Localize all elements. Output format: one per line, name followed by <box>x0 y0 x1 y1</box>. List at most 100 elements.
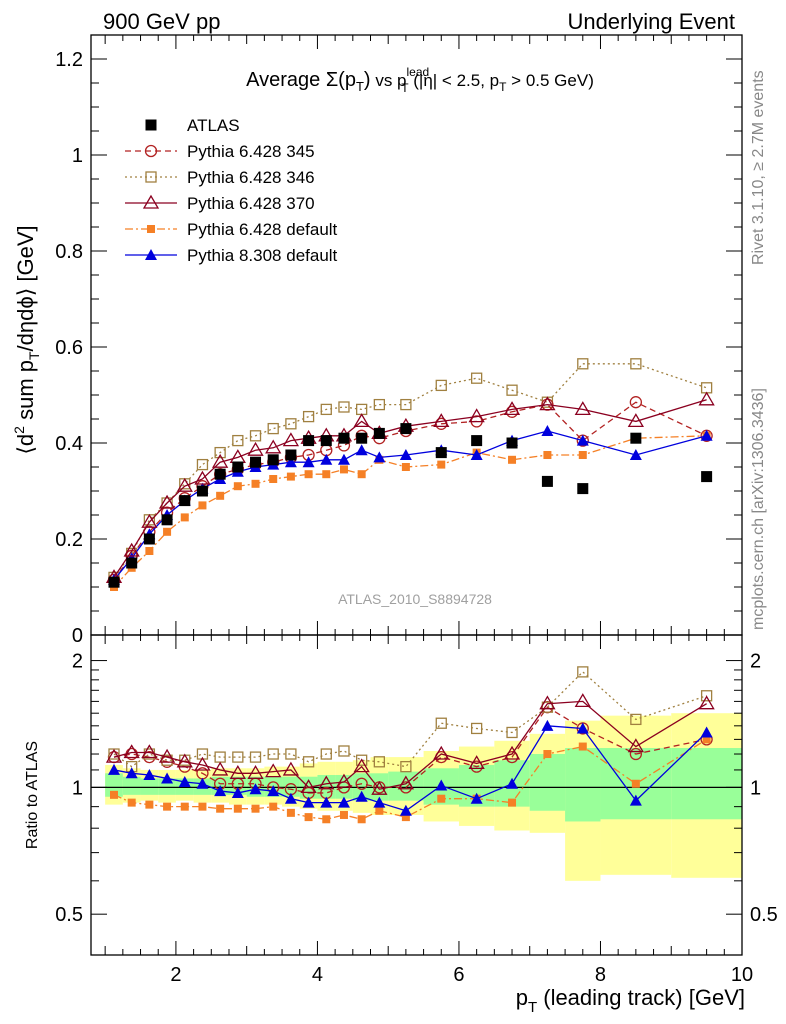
ratio-point-pythia-6-428-370 <box>353 758 370 773</box>
main-ylabel: ⟨d2 sum pT/dηdϕ⟩ [GeV] <box>11 225 42 454</box>
main-point-atlas <box>179 495 191 507</box>
main-point-pythia-8-308-default <box>355 444 368 456</box>
svg-text:⟨d2 sum pT/dηdϕ⟩ [GeV]: ⟨d2 sum pT/dηdϕ⟩ [GeV] <box>11 225 42 454</box>
legend-label-pythia-6-428-370: Pythia 6.428 370 <box>187 194 315 213</box>
ratio-point-pythia-6-428-346 <box>435 717 447 729</box>
ratio-point-pythia-6-428-370 <box>503 745 521 760</box>
legend-marker-pythia-6-428-346 <box>145 171 157 183</box>
ratio-point-pythia-8-308-default <box>629 794 642 806</box>
ratio-point-pythia-6-428-370 <box>158 748 176 763</box>
ratio-point-pythia-6-428-370 <box>371 780 388 795</box>
main-point-pythia-8-308-default <box>700 429 713 441</box>
header-left: 900 GeV pp <box>103 9 220 34</box>
ratio-y-tick-label-right: 2 <box>750 651 761 673</box>
mcplots-label: mcplots.cern.ch [arXiv:1306.3436] <box>750 388 767 630</box>
main-point-pythia-6-428-346 <box>232 434 244 447</box>
ratio-point-pythia-6-428-default <box>631 779 640 788</box>
ratio-point-pythia-6-428-346 <box>373 756 386 768</box>
ratio-point-pythia-6-428-370 <box>574 693 591 708</box>
legend-marker-atlas <box>145 119 157 131</box>
ratio-point-pythia-8-308-default <box>302 796 315 808</box>
main-point-pythia-8-308-default <box>373 451 386 463</box>
main-point-pythia-6-428-default <box>357 470 366 479</box>
main-point-atlas <box>435 447 447 459</box>
ratio-point-pythia-6-428-370 <box>539 695 556 710</box>
main-point-atlas <box>320 435 332 447</box>
ratio-line-pythia-6-428-345 <box>113 706 707 794</box>
main-point-pythia-6-428-370 <box>539 396 556 411</box>
ratio-point-pythia-6-428-370 <box>105 748 123 763</box>
main-point-atlas <box>506 437 518 449</box>
main-point-pythia-6-428-default <box>322 470 331 479</box>
main-point-atlas <box>232 461 244 473</box>
main-point-pythia-6-428-default <box>304 470 313 479</box>
ratio-point-pythia-6-428-default <box>233 804 242 813</box>
ratio-point-pythia-8-308-default <box>337 796 350 808</box>
ratio-point-pythia-6-428-default <box>163 802 172 811</box>
ratio-point-pythia-8-308-default <box>506 777 519 789</box>
main-point-pythia-6-428-346 <box>338 401 350 413</box>
ratio-point-pythia-6-428-370 <box>698 695 715 710</box>
main-point-pythia-8-308-default <box>302 456 315 468</box>
main-point-pythia-6-428-346 <box>700 382 713 394</box>
main-point-pythia-6-428-370 <box>229 449 246 464</box>
main-point-pythia-6-428-346 <box>214 446 226 459</box>
main-point-pythia-8-308-default <box>337 453 350 465</box>
ratio-point-pythia-6-428-346 <box>577 666 589 678</box>
ratio-point-pythia-6-428-346 <box>267 748 279 760</box>
main-point-pythia-6-428-370 <box>627 413 644 428</box>
ratio-point-pythia-8-308-default <box>178 775 191 787</box>
main-point-pythia-6-428-370 <box>247 441 264 456</box>
main-panel: 0 0.2 0.4 0.6 0.8 1 1.2 <box>55 34 743 649</box>
main-point-pythia-6-428-346 <box>267 422 279 435</box>
legend-marker-pythia-8-308-default <box>145 249 157 260</box>
ratio-point-pythia-8-308-default <box>125 767 138 779</box>
main-point-atlas <box>471 435 483 447</box>
ratio-point-pythia-8-308-default <box>284 792 297 804</box>
main-point-pythia-6-428-370 <box>468 408 485 423</box>
ratio-point-pythia-8-308-default <box>576 722 589 734</box>
ratio-point-pythia-8-308-default <box>143 768 156 780</box>
ratio-point-pythia-6-428-370 <box>627 738 644 753</box>
x-axis-label: pT (leading track) [GeV] <box>516 985 745 1016</box>
main-point-pythia-6-428-default <box>269 475 278 483</box>
ratio-point-pythia-8-308-default <box>107 763 120 775</box>
ratio-point-pythia-6-428-default <box>322 815 331 824</box>
main-point-atlas <box>630 432 642 444</box>
band-inner <box>565 748 601 822</box>
ratio-point-pythia-8-308-default <box>541 719 554 731</box>
ratio-point-pythia-8-308-default <box>435 779 448 791</box>
main-point-pythia-6-428-default <box>578 451 587 459</box>
ratio-point-pythia-6-428-370 <box>247 765 264 779</box>
x-tick-label: 6 <box>453 964 464 986</box>
ratio-point-pythia-6-428-default <box>339 810 348 819</box>
ratio-y-tick-label: 0.5 <box>55 904 83 926</box>
ratio-point-pythia-6-428-default <box>437 794 446 803</box>
main-point-pythia-8-308-default <box>320 453 333 465</box>
ratio-point-pythia-6-428-default <box>216 804 225 813</box>
main-point-pythia-6-428-default <box>216 491 225 500</box>
main-point-atlas <box>250 456 262 468</box>
legend-label-pythia-6-428-default: Pythia 6.428 default <box>187 220 338 239</box>
ratio-y-tick-label: 1 <box>72 777 83 799</box>
ratio-y-tick-label: 2 <box>72 651 83 673</box>
ratio-point-pythia-8-308-default <box>399 804 412 816</box>
band-inner <box>105 773 123 797</box>
main-point-pythia-6-428-370 <box>265 439 282 454</box>
main-point-pythia-6-428-default <box>145 547 154 555</box>
ratio-point-pythia-6-428-default <box>357 815 366 824</box>
main-point-atlas <box>196 485 208 497</box>
main-point-atlas <box>267 454 279 466</box>
ratio-point-pythia-6-428-default <box>543 750 552 759</box>
main-point-pythia-6-428-346 <box>285 418 297 430</box>
y-tick-label: 0.6 <box>55 337 83 359</box>
svg-text:Ratio to ATLAS: Ratio to ATLAS <box>24 741 41 849</box>
y-tick-label: 1.2 <box>55 49 83 71</box>
band-inner <box>140 778 159 795</box>
legend-label-pythia-8-308-default: Pythia 8.308 default <box>187 246 338 265</box>
main-point-pythia-6-428-370 <box>176 477 193 492</box>
ratio-point-pythia-8-308-default <box>214 785 227 797</box>
ratio-point-pythia-6-428-370 <box>300 779 317 794</box>
ratio-point-pythia-6-428-346 <box>232 751 244 763</box>
